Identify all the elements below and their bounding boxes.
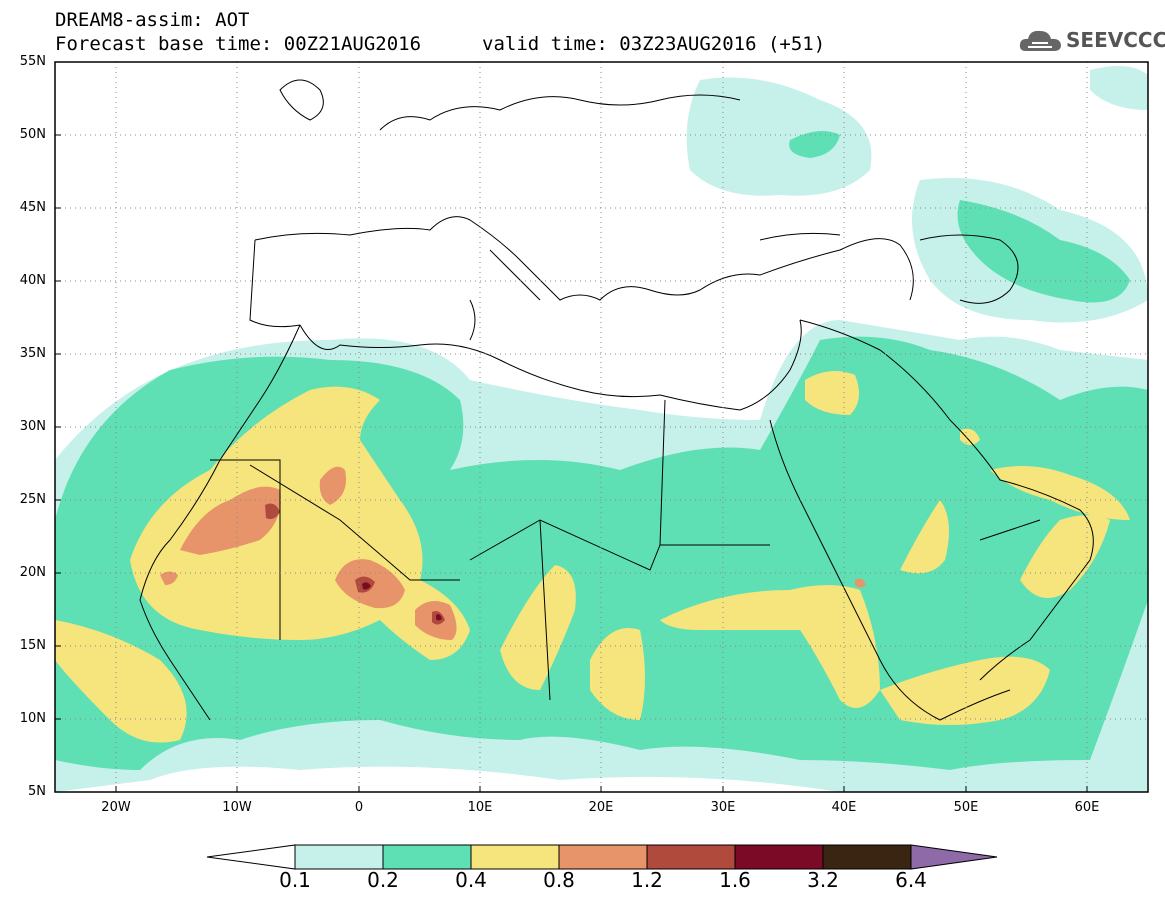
lat-label: 50N (19, 127, 46, 142)
lon-label: 40E (831, 800, 857, 815)
axis-ticks (55, 134, 1088, 792)
lon-label: 10E (467, 800, 493, 815)
colorbar-label: 1.6 (719, 868, 751, 892)
lon-label: 20W (101, 800, 131, 815)
lon-label: 60E (1074, 800, 1100, 815)
cloud-icon (1019, 30, 1061, 51)
lat-label: 55N (19, 54, 46, 69)
lat-label: 45N (19, 200, 46, 215)
colorbar (206, 844, 998, 870)
lat-label: 25N (19, 492, 46, 507)
seevccc-logo: SEEVCCC (1018, 25, 1165, 55)
valid-time: valid time: 03Z23AUG2016 (+51) (482, 33, 826, 55)
lat-label: 20N (19, 565, 46, 580)
lat-label: 35N (19, 346, 46, 361)
lon-label: 20E (588, 800, 614, 815)
lat-label: 15N (19, 638, 46, 653)
colorbar-label: 3.2 (807, 868, 839, 892)
chart-title: DREAM8-assim: AOT (55, 9, 250, 31)
lon-label: 10W (222, 800, 252, 815)
colorbar-label: 0.2 (367, 868, 399, 892)
colorbar-swatch-1 (294, 844, 384, 870)
lon-label: 0 (354, 800, 364, 815)
coastlines (139, 79, 1094, 721)
lat-label: 30N (19, 419, 46, 434)
colorbar-swatch-4 (558, 844, 648, 870)
colorbar-high-arrow (910, 844, 998, 870)
colorbar-swatch-2 (382, 844, 472, 870)
colorbar-label: 0.8 (543, 868, 575, 892)
gridlines (55, 62, 1148, 792)
lon-label: 50E (953, 800, 979, 815)
colorbar-swatch-3 (470, 844, 560, 870)
colorbar-label: 6.4 (895, 868, 927, 892)
aot-contours (55, 66, 1148, 792)
lat-label: 5N (28, 784, 46, 799)
forecast-base-time: Forecast base time: 00Z21AUG2016 (55, 33, 422, 55)
logo-text: SEEVCCC (1066, 28, 1165, 52)
colorbar-label: 0.1 (279, 868, 311, 892)
colorbar-swatch-6 (734, 844, 824, 870)
colorbar-label: 0.4 (455, 868, 487, 892)
colorbar-swatch-5 (646, 844, 736, 870)
lat-label: 40N (19, 273, 46, 288)
colorbar-low-arrow (206, 844, 296, 870)
lat-label: 10N (19, 711, 46, 726)
colorbar-swatch-7 (822, 844, 912, 870)
colorbar-label: 1.2 (631, 868, 663, 892)
lon-label: 30E (710, 800, 736, 815)
